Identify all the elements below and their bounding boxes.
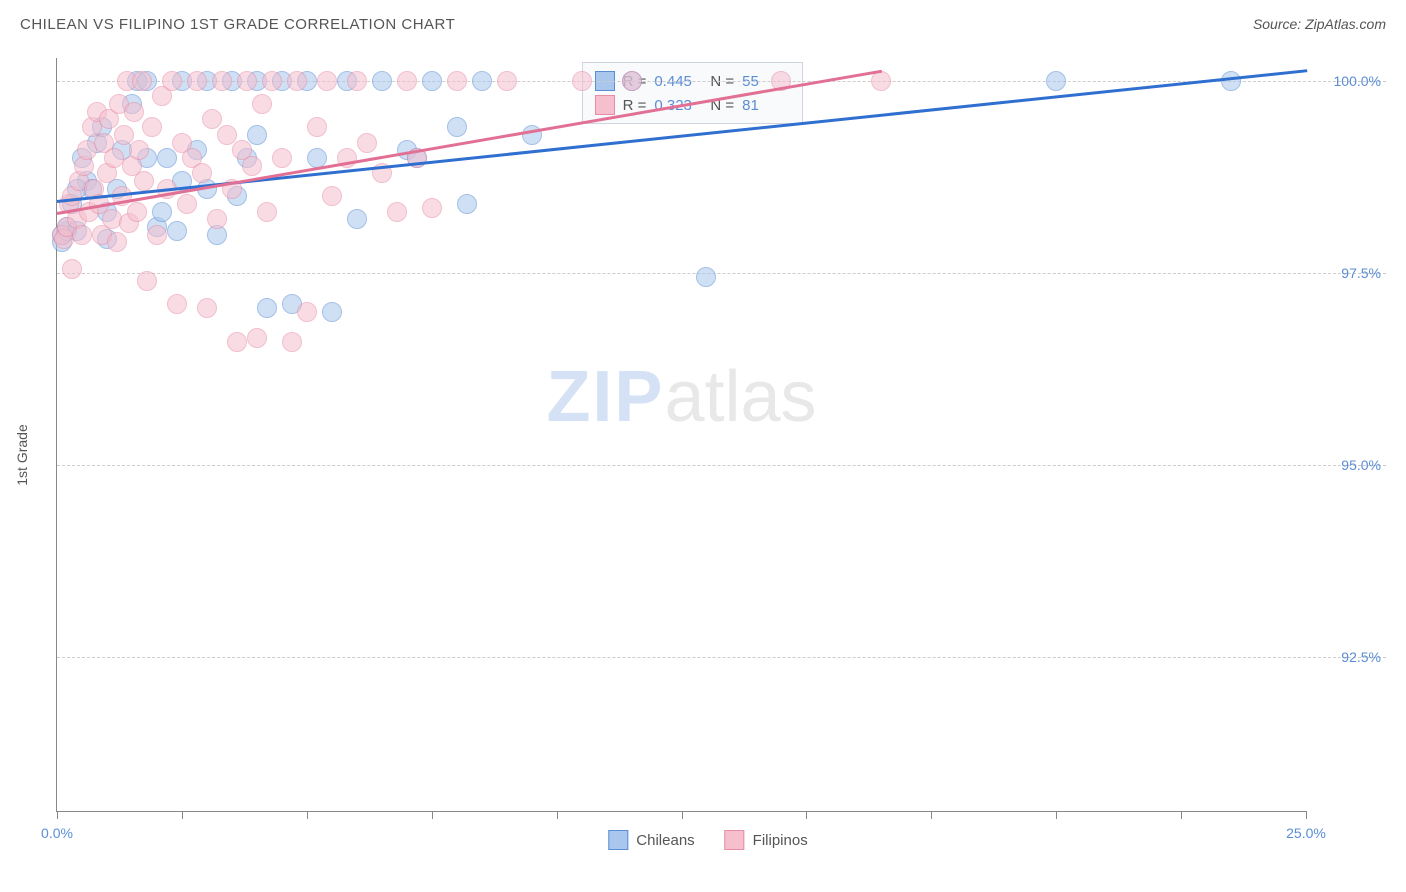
data-point: [357, 133, 377, 153]
data-point: [187, 71, 207, 91]
x-tick: [307, 811, 308, 819]
data-point: [422, 198, 442, 218]
source-attribution: Source: ZipAtlas.com: [1253, 16, 1386, 32]
data-point: [307, 117, 327, 137]
y-tick-label: 97.5%: [1341, 265, 1381, 281]
data-point: [317, 71, 337, 91]
data-point: [202, 109, 222, 129]
x-tick: [1056, 811, 1057, 819]
watermark: ZIPatlas: [546, 356, 816, 438]
data-point: [147, 225, 167, 245]
legend-label: Chileans: [636, 832, 694, 849]
gridline: [57, 657, 1386, 658]
chart-title: CHILEAN VS FILIPINO 1ST GRADE CORRELATIO…: [20, 16, 455, 33]
data-point: [297, 302, 317, 322]
x-tick: [557, 811, 558, 819]
data-point: [127, 202, 147, 222]
x-tick: [682, 811, 683, 819]
data-point: [257, 298, 277, 318]
data-point: [322, 302, 342, 322]
data-point: [207, 209, 227, 229]
y-tick-label: 95.0%: [1341, 457, 1381, 473]
data-point: [572, 71, 592, 91]
y-tick-label: 100.0%: [1334, 73, 1381, 89]
data-point: [177, 194, 197, 214]
x-tick: [806, 811, 807, 819]
legend-swatch: [725, 830, 745, 850]
data-point: [142, 117, 162, 137]
x-tick-label: 25.0%: [1286, 825, 1326, 841]
data-point: [242, 156, 262, 176]
data-point: [132, 71, 152, 91]
data-point: [457, 194, 477, 214]
x-tick: [1181, 811, 1182, 819]
data-point: [62, 259, 82, 279]
series-swatch: [595, 95, 615, 115]
data-point: [287, 71, 307, 91]
data-point: [107, 232, 127, 252]
data-point: [347, 209, 367, 229]
data-point: [871, 71, 891, 91]
x-tick: [57, 811, 58, 819]
legend-item: Filipinos: [725, 830, 808, 850]
data-point: [134, 171, 154, 191]
data-point: [157, 148, 177, 168]
data-point: [397, 71, 417, 91]
data-point: [227, 332, 247, 352]
x-tick-label: 0.0%: [41, 825, 73, 841]
legend-item: Chileans: [608, 830, 694, 850]
gridline: [57, 465, 1386, 466]
chart-container: 1st Grade ZIPatlas R =0.445N =55R =0.323…: [30, 48, 1386, 862]
data-point: [212, 71, 232, 91]
data-point: [262, 71, 282, 91]
plot-area: ZIPatlas R =0.445N =55R =0.323N =81 92.5…: [56, 58, 1306, 812]
data-point: [114, 125, 134, 145]
data-point: [237, 71, 257, 91]
data-point: [622, 71, 642, 91]
x-tick: [432, 811, 433, 819]
data-point: [1046, 71, 1066, 91]
data-point: [217, 125, 237, 145]
data-point: [472, 71, 492, 91]
data-point: [322, 186, 342, 206]
data-point: [272, 148, 292, 168]
data-point: [192, 163, 212, 183]
watermark-atlas: atlas: [664, 357, 816, 437]
data-point: [129, 140, 149, 160]
data-point: [162, 71, 182, 91]
data-point: [696, 267, 716, 287]
data-point: [347, 71, 367, 91]
data-point: [447, 71, 467, 91]
data-point: [137, 271, 157, 291]
y-axis-label: 1st Grade: [14, 424, 30, 485]
x-tick: [1306, 811, 1307, 819]
data-point: [197, 298, 217, 318]
watermark-zip: ZIP: [546, 357, 664, 437]
data-point: [247, 328, 267, 348]
data-point: [387, 202, 407, 222]
stat-n-value: 81: [742, 97, 790, 114]
y-tick-label: 92.5%: [1341, 649, 1381, 665]
x-tick: [931, 811, 932, 819]
data-point: [257, 202, 277, 222]
legend: Chileans Filipinos: [608, 830, 807, 850]
data-point: [497, 71, 517, 91]
data-point: [247, 125, 267, 145]
data-point: [124, 102, 144, 122]
data-point: [167, 221, 187, 241]
data-point: [447, 117, 467, 137]
data-point: [167, 294, 187, 314]
data-point: [282, 332, 302, 352]
data-point: [252, 94, 272, 114]
data-point: [422, 71, 442, 91]
data-point: [372, 71, 392, 91]
data-point: [152, 202, 172, 222]
x-tick: [182, 811, 183, 819]
legend-swatch: [608, 830, 628, 850]
data-point: [72, 225, 92, 245]
gridline: [57, 273, 1386, 274]
legend-label: Filipinos: [753, 832, 808, 849]
data-point: [1221, 71, 1241, 91]
